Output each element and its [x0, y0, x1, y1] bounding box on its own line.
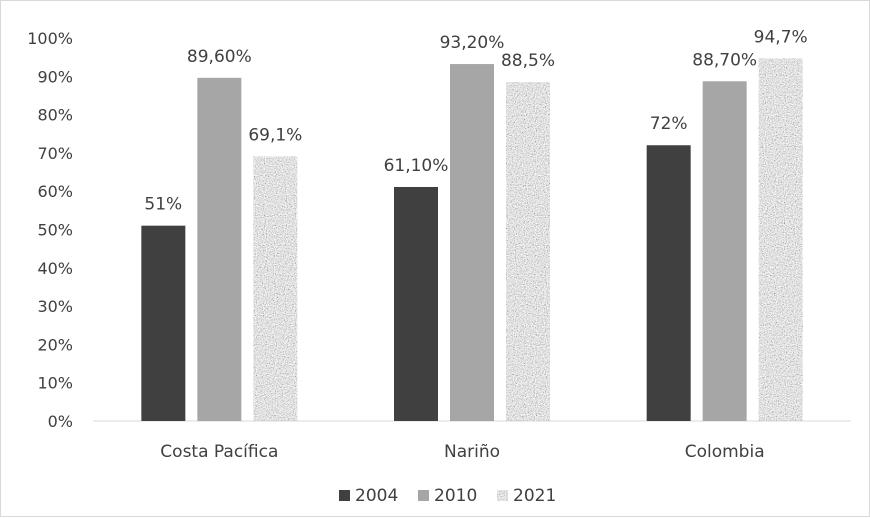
y-tick-label: 30%: [37, 297, 73, 316]
data-label-2004: 72%: [650, 114, 688, 134]
y-axis: 0% 10% 20% 30% 40% 50% 60% 70% 80% 90% 100%: [27, 29, 73, 431]
category-label: Colombia: [685, 442, 765, 462]
legend: 2004 2010 2021: [339, 486, 556, 506]
bar-2021: [506, 82, 550, 422]
legend-swatch-2021: [497, 490, 508, 501]
y-tick-label: 90%: [37, 67, 73, 86]
y-tick-label: 100%: [27, 29, 73, 48]
y-tick-label: 0%: [48, 412, 73, 431]
bar-2004: [394, 186, 438, 421]
legend-swatch-2010: [418, 490, 429, 501]
category-label: Nariño: [444, 442, 500, 462]
bar-2010: [702, 81, 747, 422]
bar-2021: [758, 58, 803, 421]
bar-2021: [253, 156, 298, 422]
data-label-2004: 61,10%: [384, 156, 449, 176]
y-tick-label: 20%: [37, 335, 73, 354]
bar-2004: [141, 225, 186, 421]
legend-swatch-2004: [339, 490, 350, 501]
bars: [141, 58, 803, 422]
data-label-2010: 93,20%: [440, 33, 505, 53]
y-tick-label: 80%: [37, 106, 73, 125]
y-tick-label: 60%: [37, 182, 73, 201]
bar-2010: [197, 77, 242, 421]
data-label-2021: 88,5%: [501, 51, 555, 71]
legend-label: 2004: [355, 486, 398, 506]
data-label-2021: 94,7%: [754, 27, 808, 47]
y-tick-label: 70%: [37, 144, 73, 163]
bar-2004: [646, 145, 691, 422]
y-tick-label: 10%: [37, 374, 73, 393]
y-tick-label: 50%: [37, 221, 73, 240]
category-label: Costa Pacífica: [160, 442, 278, 462]
data-label-2004: 51%: [144, 195, 182, 215]
legend-label: 2021: [513, 486, 556, 506]
data-labels: 51% 89,60% 69,1% 61,10% 93,20%88,5% 72% 88,70%…: [144, 27, 807, 214]
x-axis: Costa Pacífica Nariño Colombia: [93, 420, 851, 462]
data-label-2021: 69,1%: [248, 125, 302, 145]
data-label-2010: 88,70%: [692, 50, 757, 70]
data-label-2010: 89,60%: [187, 47, 252, 67]
legend-label: 2010: [434, 486, 477, 506]
y-tick-label: 40%: [37, 259, 73, 278]
bar-2010: [450, 64, 494, 421]
